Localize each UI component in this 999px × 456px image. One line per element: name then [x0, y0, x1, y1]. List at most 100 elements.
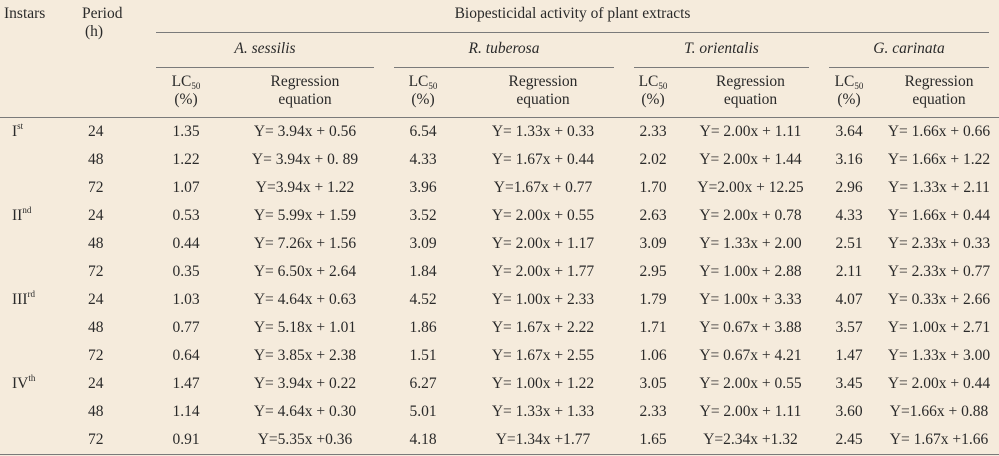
- lc50-value: 3.05: [639, 375, 667, 392]
- regression-equation: Y= 3.94x + 0.56: [253, 123, 357, 140]
- regression-equation: Y=5.35x +0.36: [226, 426, 384, 455]
- lc-subscript: 50: [854, 81, 864, 91]
- lc50-value: 0.77: [172, 319, 200, 336]
- regression-equation: Y= 1.66x + 0.44: [887, 207, 991, 224]
- instar-ordinal-suffix: th: [28, 373, 36, 383]
- regression-label-line2: equation: [912, 91, 966, 108]
- table-row: 48 1.14 Y= 4.64x + 0.30 5.01 Y= 1.33x + 1.33…: [0, 398, 999, 426]
- lc-label: LC: [834, 73, 855, 90]
- table-row: 72 1.07 Y=3.94x + 1.22 3.96 Y=1.67x + 0.77 1.…: [0, 174, 999, 202]
- regression-equation: Y= 3.85x + 2.38: [253, 347, 357, 364]
- period-cell: 24: [88, 375, 104, 392]
- regression-equation: Y= 2.00x + 0.55: [699, 375, 802, 392]
- instar-label: III: [12, 291, 28, 308]
- regression-equation: Y=2.34x +1.32: [682, 426, 819, 455]
- period-cell: 24: [88, 123, 104, 140]
- regression-equation: Y= 5.99x + 1.59: [253, 207, 357, 224]
- regression-equation: Y= 1.00x + 2.71: [887, 319, 991, 336]
- instar-label: IV: [12, 375, 29, 392]
- lc50-value: 0.53: [172, 207, 200, 224]
- period-cell: 48: [88, 235, 104, 252]
- period-cell: 72: [78, 426, 146, 455]
- lc50-value: 2.33: [639, 123, 667, 140]
- regression-equation: Y= 2.00x + 1.17: [491, 235, 595, 252]
- regression-equation: Y= 2.00x + 1.44: [699, 151, 802, 168]
- regression-equation: Y= 2.33x + 0.33: [887, 235, 991, 252]
- regression-equation: Y=1.34x +1.77: [462, 426, 624, 455]
- lc50-value: 2.02: [639, 151, 667, 168]
- blank-cell: [78, 68, 146, 118]
- regression-header: Regression equation: [462, 68, 624, 118]
- species-header-1: A. sessilis: [146, 33, 384, 68]
- regression-label-line2: equation: [278, 91, 332, 108]
- regression-equation: Y= 0.33x + 2.66: [887, 291, 991, 308]
- regression-equation: Y= 1.33x + 2.11: [888, 179, 990, 196]
- table-row: IIIrd 24 1.03 Y= 4.64x + 0.63 4.52 Y= 1.00x +…: [0, 286, 999, 314]
- lc50-value: 3.60: [835, 403, 863, 420]
- lc-unit: (%): [837, 91, 861, 108]
- table-row: 72 0.35 Y= 6.50x + 2.64 1.84 Y= 2.00x + 1.77…: [0, 258, 999, 286]
- regression-equation: Y=1.67x + 0.77: [493, 179, 593, 196]
- species-header-3: T. orientalis: [624, 33, 819, 68]
- table-row: IInd 24 0.53 Y= 5.99x + 1.59 3.52 Y= 2.00x + …: [0, 202, 999, 230]
- lc50-value: 0.44: [172, 235, 200, 252]
- regression-equation: Y= 1.66x + 0.66: [887, 123, 991, 140]
- lc50-value: 1.22: [172, 151, 200, 168]
- lc50-value: 2.95: [639, 263, 667, 280]
- instar-ordinal-suffix: rd: [27, 289, 36, 299]
- regression-equation: Y= 1.00x + 2.33: [491, 291, 595, 308]
- lc50-header: LC50 (%): [384, 68, 462, 118]
- lc50-value: 4.18: [384, 426, 462, 455]
- regression-equation: Y= 1.33x + 1.33: [491, 403, 595, 420]
- lc50-value: 4.33: [409, 151, 437, 168]
- lc-subscript: 50: [428, 81, 438, 91]
- regression-equation: Y= 2.00x + 1.77: [491, 263, 595, 280]
- regression-label-line1: Regression: [716, 73, 785, 90]
- species-header-4: G. carinata: [819, 33, 999, 68]
- regression-equation: Y=3.94x + 1.22: [255, 179, 355, 196]
- regression-equation: Y= 1.00x + 1.22: [491, 375, 595, 392]
- table-row: 48 1.22 Y= 3.94x + 0. 89 4.33 Y= 1.67x + 0.4…: [0, 146, 999, 174]
- lc50-value: 2.96: [835, 179, 863, 196]
- regression-equation: Y= 2.00x + 1.11: [699, 123, 802, 140]
- table-row: 72 0.91 Y=5.35x +0.36 4.18 Y=1.34x +1.77 1.65…: [0, 426, 999, 455]
- lc50-value: 3.09: [409, 235, 437, 252]
- instar-label: I: [12, 123, 18, 140]
- instar-cell: [0, 314, 78, 342]
- instar-cell: [0, 258, 78, 286]
- lc50-value: 1.47: [835, 347, 863, 364]
- lc-subscript: 50: [191, 81, 201, 91]
- regression-equation: Y=2.00x + 12.25: [697, 179, 804, 196]
- instar-cell: [0, 342, 78, 370]
- period-cell: 24: [88, 291, 104, 308]
- group-header: Biopesticidal activity of plant extracts: [146, 0, 999, 33]
- regression-equation: Y= 2.33x + 0.77: [887, 263, 991, 280]
- lc50-value: 1.51: [409, 347, 437, 364]
- lc50-value: 5.01: [409, 403, 437, 420]
- lc50-header: LC50 (%): [819, 68, 879, 118]
- regression-equation: Y= 3.94x + 0. 89: [251, 151, 359, 168]
- lc50-value: 1.86: [409, 319, 437, 336]
- lc50-value: 1.65: [624, 426, 682, 455]
- lc50-value: 0.91: [146, 426, 226, 455]
- regression-header: Regression equation: [226, 68, 384, 118]
- lc-unit: (%): [411, 91, 435, 108]
- lc50-value: 1.07: [172, 179, 200, 196]
- regression-equation: Y= 6.50x + 2.64: [253, 263, 357, 280]
- regression-equation: Y= 4.64x + 0.30: [253, 403, 357, 420]
- instar-cell: [0, 174, 78, 202]
- lc50-value: 1.35: [172, 123, 200, 140]
- regression-equation: Y= 2.00x + 1.11: [699, 403, 802, 420]
- instar-cell: [0, 230, 78, 258]
- lc50-value: 0.35: [172, 263, 200, 280]
- instar-ordinal-suffix: nd: [22, 205, 32, 215]
- table-row: 48 0.77 Y= 5.18x + 1.01 1.86 Y= 1.67x + 2.22…: [0, 314, 999, 342]
- table-row: IVth 24 1.47 Y= 3.94x + 0.22 6.27 Y= 1.00x + …: [0, 370, 999, 398]
- instar-cell: [0, 398, 78, 426]
- instar-cell: Ist: [0, 118, 78, 147]
- regression-equation: Y= 1.66x + 1.22: [887, 151, 991, 168]
- regression-equation: Y= 7.26x + 1.56: [253, 235, 357, 252]
- regression-equation: Y= 1.67x + 2.55: [491, 347, 595, 364]
- lc50-header: LC50 (%): [624, 68, 682, 118]
